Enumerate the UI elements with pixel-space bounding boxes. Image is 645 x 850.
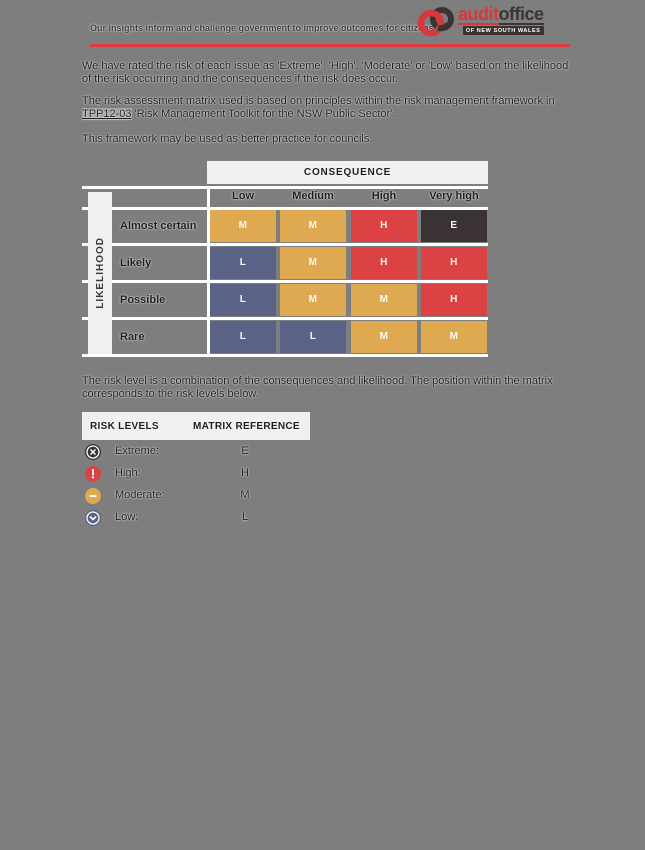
infinity-loops-icon (417, 5, 456, 39)
matrix-gridline (82, 317, 488, 320)
matrix-cell-moderate: M (351, 321, 417, 353)
paragraph-framework-after: 'Risk Management Toolkit for the NSW Pub… (131, 108, 396, 120)
legend-header-risk-levels: RISK LEVELS (90, 420, 159, 432)
matrix-gridline (207, 187, 210, 357)
logo-word-audit: audit (458, 4, 499, 25)
header-tagline: Our insights inform and challenge govern… (90, 23, 434, 33)
matrix-gridline (82, 186, 488, 189)
matrix-row-header: Possible (120, 294, 166, 306)
paragraph-framework-before: The risk assessment matrix used is based… (82, 95, 555, 107)
consequence-header: CONSEQUENCE (207, 161, 488, 184)
paragraph-risk-level: The risk level is a combination of the c… (82, 375, 553, 400)
matrix-cell-low: L (280, 321, 346, 353)
legend-matrix-reference: E (241, 445, 249, 457)
legend-row-high: High: H (82, 464, 342, 486)
paragraph-councils: This framework may be used as better pra… (82, 133, 373, 145)
risk-matrix: CONSEQUENCE LIKELIHOOD Low Medium High Very… (82, 158, 488, 358)
legend-matrix-reference: H (241, 467, 249, 479)
matrix-column-header: Very high (429, 190, 479, 202)
legend-matrix-reference: L (241, 511, 249, 523)
legend-row-moderate: Moderate: M (82, 486, 342, 508)
minus-circle-icon (85, 488, 101, 504)
legend-label: Extreme: (115, 445, 160, 457)
matrix-cell-high: H (351, 247, 417, 279)
matrix-cell-high: H (351, 210, 417, 242)
paragraph-risk-rating: We have rated the risk of each issue as … (82, 60, 569, 85)
legend-label: Moderate: (115, 489, 165, 501)
matrix-cell-moderate: M (351, 284, 417, 316)
logo-text: audit office OF NEW SOUTH WALES (458, 5, 544, 35)
matrix-row-header: Likely (120, 257, 152, 269)
matrix-gridline (82, 354, 488, 357)
logo-word-office: office (498, 4, 544, 25)
legend-row-extreme: Extreme: E (82, 442, 342, 464)
matrix-gridline (82, 243, 488, 246)
matrix-row-header: Rare (120, 331, 145, 343)
matrix-cell-moderate: M (210, 210, 276, 242)
matrix-cell-low: L (210, 284, 276, 316)
exclamation-circle-icon (85, 466, 101, 482)
matrix-cell-low: L (210, 321, 276, 353)
legend-label: Low: (115, 511, 139, 523)
matrix-cell-extreme: E (421, 210, 487, 242)
legend-rows: Extreme: E High: H Moderate: M Low: L (82, 442, 342, 530)
header-rule (90, 44, 570, 47)
likelihood-header: LIKELIHOOD (88, 192, 112, 354)
legend-header: RISK LEVELS MATRIX REFERENCE (82, 412, 310, 440)
chevron-down-circle-icon (85, 510, 101, 526)
matrix-row-header: Almost certain (120, 220, 197, 232)
tpp12-03-link[interactable]: TPP12-03 (82, 108, 132, 120)
matrix-column-header: Medium (292, 190, 334, 202)
legend-header-matrix-reference: MATRIX REFERENCE (193, 420, 300, 432)
x-circle-icon (85, 444, 101, 460)
legend-matrix-reference: M (240, 489, 250, 501)
audit-office-logo: audit office OF NEW SOUTH WALES (417, 5, 570, 43)
likelihood-header-label: LIKELIHOOD (94, 237, 106, 309)
matrix-column-header: High (371, 190, 397, 202)
matrix-gridline (82, 207, 488, 210)
matrix-cell-moderate: M (280, 247, 346, 279)
matrix-cell-moderate: M (280, 284, 346, 316)
matrix-column-header: Low (232, 190, 254, 202)
matrix-cell-moderate: M (280, 210, 346, 242)
logo-subtitle: OF NEW SOUTH WALES (462, 26, 544, 35)
legend-label: High: (115, 467, 141, 479)
matrix-cell-high: H (421, 284, 487, 316)
matrix-cell-high: H (421, 247, 487, 279)
matrix-cell-low: L (210, 247, 276, 279)
matrix-gridline (82, 280, 488, 283)
matrix-cell-moderate: M (421, 321, 487, 353)
legend-row-low: Low: L (82, 508, 342, 530)
paragraph-framework: The risk assessment matrix used is based… (82, 95, 582, 121)
